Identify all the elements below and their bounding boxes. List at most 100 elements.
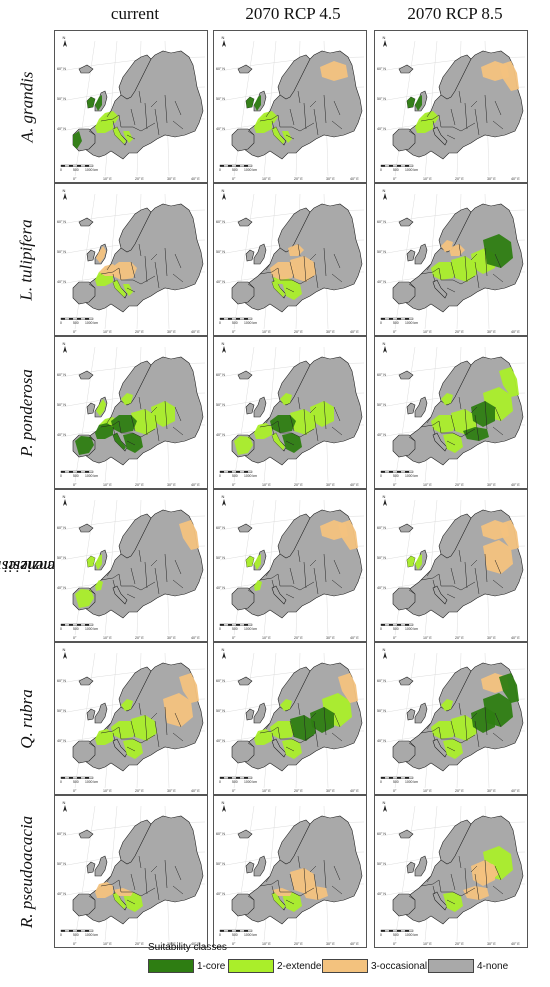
scale-label: 500: [393, 168, 399, 172]
scale-label: 1000 km: [85, 474, 98, 478]
suitability-extended-e_europe: [131, 715, 157, 741]
scale-label: 500: [73, 168, 79, 172]
suitability-occasional-france: [95, 882, 113, 898]
scale-label: 500: [73, 627, 79, 631]
land-italy: [271, 585, 287, 605]
land-iberia: [231, 587, 255, 611]
scale-label: 0: [60, 474, 62, 478]
scale-label: 500: [73, 933, 79, 937]
scale-label: 0: [219, 627, 221, 631]
land-ireland: [406, 861, 416, 874]
suitability-extended-italy: [272, 127, 285, 144]
lon-label: 10° E: [423, 942, 432, 946]
land-iceland: [398, 217, 414, 227]
scale-bar: 0 500 1000 km: [60, 317, 98, 325]
north-arrow-icon: N: [63, 188, 67, 200]
scale-label: 0: [60, 780, 62, 784]
lon-label: 0°: [393, 942, 397, 946]
legend: Suitability classes 1-core 2-extended 3-…: [0, 940, 550, 987]
legend-label-extended: 2-extended: [277, 960, 328, 972]
suitability-core-ireland: [407, 97, 415, 108]
country-borders: [247, 549, 343, 599]
land-iberia: [392, 281, 416, 305]
north-arrow-icon: N: [222, 341, 226, 353]
lon-label: 20° E: [135, 942, 144, 946]
land-iceland: [237, 64, 253, 74]
lat-label: 60° N: [216, 832, 225, 836]
scale-label: 1000 km: [85, 627, 98, 631]
lat-label: 40° N: [216, 586, 225, 590]
land-iberia: [392, 587, 416, 611]
map-panel-r1-rcp85: N 60° N 50° N 40° N 0° 10° E 20° E 30° E 40° E 0 5…: [374, 30, 528, 183]
suitability-extended-france_w: [254, 580, 262, 591]
suitability-extended-uk_west: [254, 554, 261, 570]
land-ireland: [86, 708, 96, 721]
lat-label: 50° N: [216, 250, 225, 254]
lon-label: 30° E: [326, 177, 335, 181]
scale-label: 500: [232, 933, 238, 937]
column-header-current: current: [110, 4, 160, 23]
north-arrow-icon: N: [383, 800, 387, 812]
suitability-core-e_europe: [290, 715, 316, 741]
north-label: N: [383, 647, 386, 652]
row-label-a-grandis: A. grandis: [17, 71, 36, 142]
lat-label: 50° N: [377, 709, 386, 713]
suitability-extended-balkans_coast: [123, 284, 133, 296]
scale-bar: 0 500 1000 km: [380, 317, 418, 325]
lon-label: 40° E: [511, 789, 520, 793]
lat-label: 50° N: [377, 862, 386, 866]
lon-label: 40° E: [511, 942, 520, 946]
lat-label: 60° N: [57, 832, 66, 836]
scale-bar: 0 500 1000 km: [219, 776, 257, 784]
suitability-extended-uk_west: [95, 554, 102, 570]
suitability-occasional-russia_n: [481, 520, 509, 540]
lat-label: 50° N: [377, 250, 386, 254]
scale-label: 500: [232, 474, 238, 478]
scale-label: 0: [60, 933, 62, 937]
north-label: N: [383, 188, 386, 193]
legend-swatch-core: [148, 959, 194, 973]
land-europe_main: [82, 50, 204, 160]
suitability-core-central: [111, 415, 137, 433]
scale-bar: 0 500 1000 km: [219, 470, 257, 478]
lon-label: 20° E: [455, 636, 464, 640]
suitability-extended-france: [254, 729, 272, 745]
europe-map: N 60° N 50° N 40° N 0° 10° E 20° E 30° E 40° E 0 5…: [57, 800, 206, 946]
scale-label: 500: [73, 321, 79, 325]
land-uk: [253, 702, 267, 724]
suitability-extended-balkans_coast: [123, 131, 133, 143]
land-iberia: [392, 740, 416, 764]
lon-label: 0°: [393, 177, 397, 181]
scale-label: 0: [219, 780, 221, 784]
lon-label: 0°: [232, 177, 236, 181]
europe-map: N 60° N 50° N 40° N 0° 10° E 20° E 30° E 40° E 0 5…: [57, 188, 206, 334]
land-uk: [253, 855, 267, 877]
suitability-core-russia_w: [310, 707, 334, 733]
lat-label: 50° N: [216, 556, 225, 560]
lat-label: 60° N: [216, 526, 225, 530]
map-panel-r5-rcp45: N 60° N 50° N 40° N 0° 10° E 20° E 30° E 40° E 0 5…: [213, 642, 367, 795]
land-ireland: [406, 402, 416, 415]
suitability-extended-russia_w: [151, 401, 175, 427]
land-iceland: [398, 676, 414, 686]
lat-label: 50° N: [57, 862, 66, 866]
lon-label: 20° E: [455, 330, 464, 334]
scale-label: 0: [60, 168, 62, 172]
lon-label: 20° E: [455, 942, 464, 946]
suitability-core-ukraine: [463, 427, 489, 441]
land-italy: [432, 891, 448, 911]
legend-label-core: 1-core: [197, 960, 226, 972]
lon-label: 20° E: [135, 636, 144, 640]
lon-label: 30° E: [326, 789, 335, 793]
land-iceland: [237, 217, 253, 227]
lon-label: 0°: [73, 177, 77, 181]
north-label: N: [63, 647, 66, 652]
lon-label: 30° E: [487, 177, 496, 181]
north-label: N: [383, 800, 386, 805]
land-ireland: [86, 249, 96, 262]
lat-label: 50° N: [57, 556, 66, 560]
land-scandinavia: [438, 54, 472, 100]
country-borders: [88, 702, 184, 752]
suitability-extended-central: [111, 721, 137, 739]
map-panel-r2-rcp45: N 60° N 50° N 40° N 0° 10° E 20° E 30° E 40° E 0 5…: [213, 183, 367, 336]
